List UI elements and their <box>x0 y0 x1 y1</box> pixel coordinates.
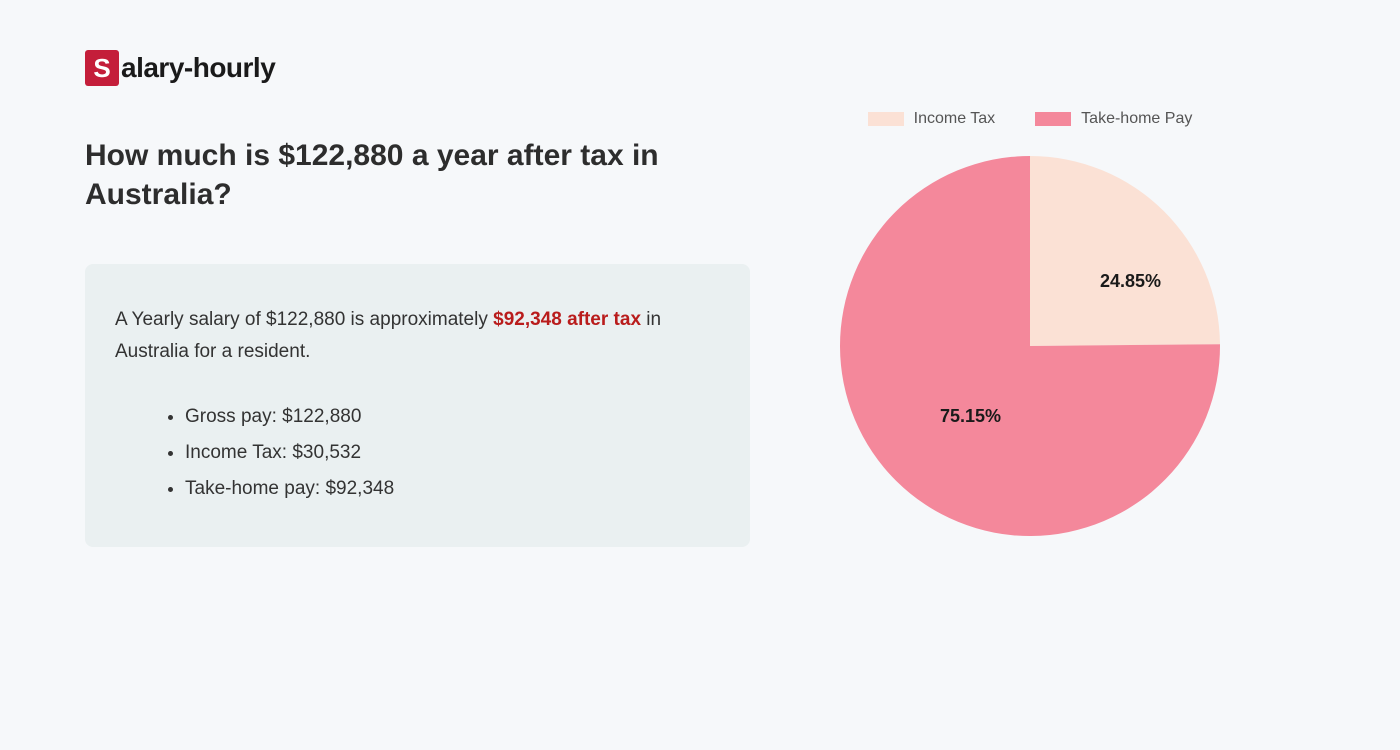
legend-label-tax: Income Tax <box>914 110 996 128</box>
left-panel: S alary-hourly How much is $122,880 a ye… <box>85 50 750 547</box>
logo-icon: S <box>85 50 119 86</box>
summary-box: A Yearly salary of $122,880 is approxima… <box>85 264 750 547</box>
legend-swatch-takehome <box>1035 112 1071 126</box>
summary-prefix: A Yearly salary of $122,880 is approxima… <box>115 309 493 330</box>
logo-text: alary-hourly <box>121 52 275 84</box>
pie-chart: 24.85% 75.15% <box>840 156 1220 536</box>
right-panel: Income Tax Take-home Pay 24.85% 75.15% <box>810 50 1250 547</box>
bullet-tax: Income Tax: $30,532 <box>185 435 720 471</box>
pie-label-takehome: 75.15% <box>940 406 1001 427</box>
chart-legend: Income Tax Take-home Pay <box>810 110 1250 128</box>
legend-label-takehome: Take-home Pay <box>1081 110 1192 128</box>
pie-svg <box>840 156 1220 536</box>
bullet-list: Gross pay: $122,880 Income Tax: $30,532 … <box>115 399 720 507</box>
legend-swatch-tax <box>868 112 904 126</box>
main-container: S alary-hourly How much is $122,880 a ye… <box>0 0 1400 597</box>
pie-label-tax: 24.85% <box>1100 271 1161 292</box>
summary-highlight: $92,348 after tax <box>493 309 641 330</box>
bullet-takehome: Take-home pay: $92,348 <box>185 471 720 507</box>
summary-text: A Yearly salary of $122,880 is approxima… <box>115 304 720 369</box>
bullet-gross: Gross pay: $122,880 <box>185 399 720 435</box>
legend-item-takehome: Take-home Pay <box>1035 110 1192 128</box>
logo: S alary-hourly <box>85 50 750 86</box>
legend-item-tax: Income Tax <box>868 110 996 128</box>
page-title: How much is $122,880 a year after tax in… <box>85 136 750 214</box>
